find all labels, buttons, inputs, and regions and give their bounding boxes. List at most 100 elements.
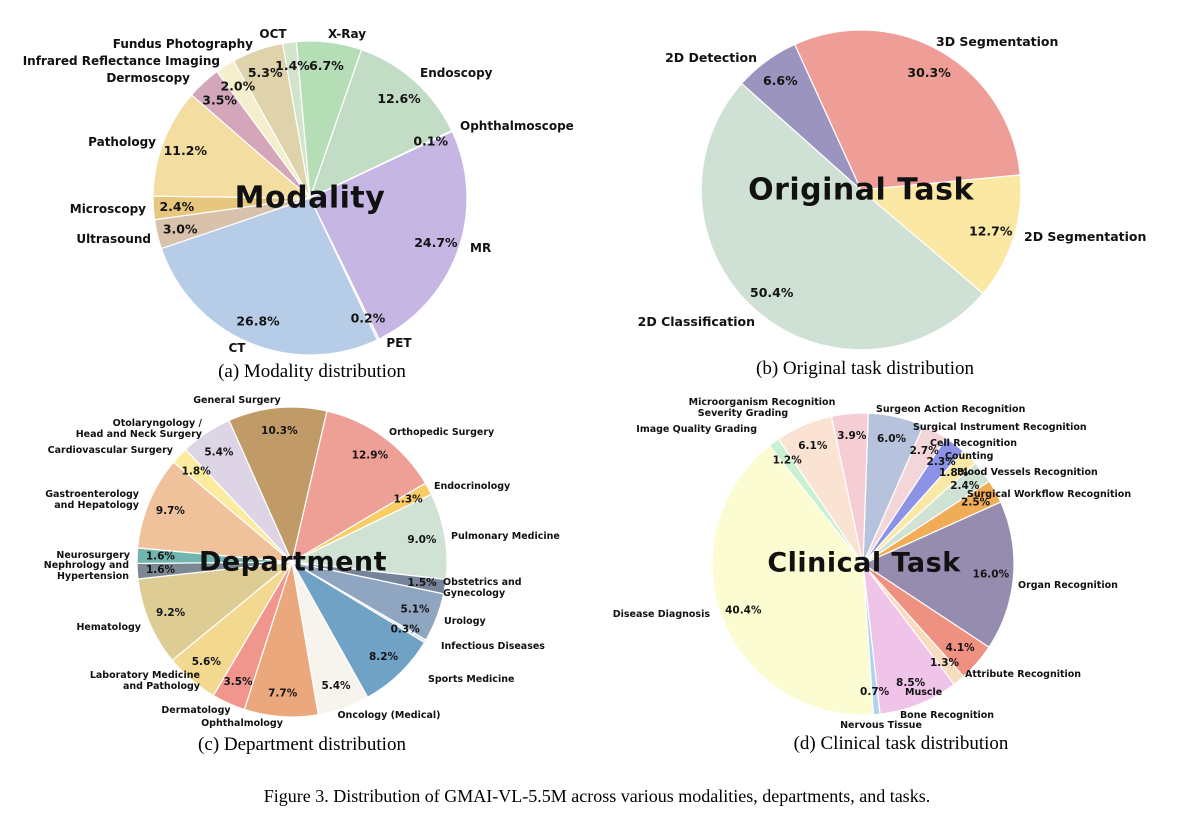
slice-original-task-0 xyxy=(794,29,1021,191)
pct-label-modality-9: 3.5% xyxy=(202,92,237,107)
category-label-clinical-task-13: Severity Grading xyxy=(698,408,788,419)
pie-department-labels: 10.3% General Surgery 12.9% Orthopedic Surg… xyxy=(44,395,560,729)
pie-modality-labels: 6.7% X-Ray 12.6% Endoscopy 0.1% Ophthalmoscop… xyxy=(23,27,574,355)
pct-label-department-14: 1.6% xyxy=(146,551,176,563)
slice-department-0 xyxy=(228,406,328,563)
category-label-clinical-task-0: Surgeon Action Recognition xyxy=(876,404,1026,415)
pct-label-clinical-task-2: 2.3% xyxy=(927,456,957,468)
category-label-clinical-task-11: Disease Diagnosis xyxy=(613,609,711,620)
pct-label-modality-3: 24.7% xyxy=(414,235,458,250)
pct-label-modality-0: 6.7% xyxy=(309,58,344,73)
pct-label-clinical-task-13: 6.1% xyxy=(798,440,828,452)
pct-label-department-4: 1.5% xyxy=(408,577,438,589)
pct-label-modality-10: 2.0% xyxy=(220,78,255,93)
slice-department-12 xyxy=(137,561,293,661)
subcaption-b: (b) Original task distribution xyxy=(756,358,974,379)
pct-label-modality-4: 0.2% xyxy=(351,311,386,326)
category-label-department-3: Pulmonary Medicine xyxy=(451,531,560,542)
subcaption-a: (a) Modality distribution xyxy=(218,361,406,382)
pct-label-original-task-1: 12.7% xyxy=(969,223,1013,238)
category-label-clinical-task-12: Image Quality Grading xyxy=(636,424,757,435)
pct-label-clinical-task-10: 0.7% xyxy=(860,686,890,698)
category-label-department-6: Infectious Diseases xyxy=(441,641,545,652)
category-label-clinical-task-6: Organ Recognition xyxy=(1018,580,1118,591)
category-label-department-17: Otolaryngology / Head and Neck Surgery xyxy=(76,418,203,440)
pct-label-original-task-0: 30.3% xyxy=(907,65,951,80)
category-label-department-12: Hematology xyxy=(76,622,141,633)
pct-label-department-8: 5.4% xyxy=(321,680,351,692)
figure-caption: Figure 3. Distribution of GMAI-VL-5.5M a… xyxy=(263,786,931,806)
slice-department-15 xyxy=(137,461,293,563)
pie-clinical-task xyxy=(711,412,1015,716)
pct-label-clinical-task-14: 3.9% xyxy=(837,430,867,442)
pct-label-clinical-task-0: 6.0% xyxy=(877,433,907,445)
category-label-modality-5: CT xyxy=(229,341,247,355)
category-label-department-2: Endocrinology xyxy=(434,481,511,492)
pct-label-modality-2: 0.1% xyxy=(413,134,448,149)
slice-modality-12 xyxy=(282,41,311,199)
category-label-modality-11: Fundus Photography xyxy=(113,37,253,51)
category-label-modality-6: Ultrasound xyxy=(76,232,151,246)
category-label-department-11: Laboratory Medicine and Pathology xyxy=(90,670,201,692)
pct-label-modality-6: 3.0% xyxy=(163,221,198,236)
pct-label-clinical-task-9: 8.5% xyxy=(896,677,926,689)
category-label-modality-7: Microscopy xyxy=(70,202,146,216)
chart-title-modality: Modality xyxy=(234,180,386,216)
category-label-clinical-task-1: Surgical Instrument Recognition xyxy=(913,422,1087,433)
category-label-original-task-3: 2D Detection xyxy=(665,50,757,65)
pct-label-original-task-3: 6.6% xyxy=(763,73,798,88)
category-label-modality-10: Infrared Reflectance Imaging xyxy=(23,54,220,68)
slice-original-task-3 xyxy=(741,43,862,191)
category-label-clinical-task-10: Nervous Tissue xyxy=(840,720,922,731)
pct-label-modality-11: 5.3% xyxy=(248,65,283,80)
category-label-modality-3: MR xyxy=(470,241,491,255)
slice-department-17 xyxy=(184,419,293,563)
slice-clinical-task-6 xyxy=(862,501,1015,648)
category-label-clinical-task-4: Blood Vessels Recognition xyxy=(957,467,1098,478)
category-label-modality-4: PET xyxy=(386,336,412,350)
category-label-modality-9: Dermoscopy xyxy=(106,71,190,85)
category-label-clinical-task-8: Muscle xyxy=(905,687,942,698)
pct-label-department-5: 5.1% xyxy=(400,603,430,615)
slice-department-1 xyxy=(291,410,427,563)
pct-label-department-16: 1.8% xyxy=(182,466,212,478)
pct-label-original-task-2: 50.4% xyxy=(750,285,794,300)
pct-label-clinical-task-7: 4.1% xyxy=(946,642,976,654)
pct-label-modality-5: 26.8% xyxy=(236,313,280,328)
category-label-department-16: Cardiovascular Surgery xyxy=(48,445,174,456)
pct-label-clinical-task-11: 40.4% xyxy=(725,604,762,616)
category-label-department-7: Sports Medicine xyxy=(428,674,514,685)
pct-label-department-2: 1.3% xyxy=(394,494,424,506)
chart-title-original-task: Original Task xyxy=(748,172,974,208)
pct-label-department-9: 7.7% xyxy=(268,687,298,699)
pie-original-task xyxy=(700,29,1022,351)
category-label-clinical-task-5: Surgical Workflow Recognition xyxy=(967,489,1131,500)
category-label-original-task-1: 2D Segmentation xyxy=(1024,229,1146,244)
category-label-department-13: Nephrology and Hypertension xyxy=(44,560,129,582)
pct-label-department-1: 12.9% xyxy=(352,450,389,462)
pct-label-department-13: 1.6% xyxy=(146,564,176,576)
pie-clinical-task-labels: 6.0% Surgeon Action Recognition 2.7% Surgic… xyxy=(613,397,1132,731)
category-label-department-8: Oncology (Medical) xyxy=(337,710,440,721)
pct-label-department-11: 5.6% xyxy=(192,656,222,668)
category-label-department-9: Ophthalmology xyxy=(201,718,284,729)
category-label-modality-0: X-Ray xyxy=(328,27,366,41)
category-label-clinical-task-9: Bone Recognition xyxy=(900,710,994,721)
pct-label-department-15: 9.7% xyxy=(156,505,186,517)
category-label-modality-2: Ophthalmoscope xyxy=(460,119,574,133)
slice-modality-8 xyxy=(152,94,311,199)
category-label-department-1: Orthopedic Surgery xyxy=(389,427,495,438)
slice-modality-5 xyxy=(160,197,378,356)
category-label-department-15: Gastroenterology and Hepatology xyxy=(45,489,140,511)
pct-label-department-12: 9.2% xyxy=(156,607,186,619)
chart-title-department: Department xyxy=(198,546,388,578)
category-label-clinical-task-14: Microorganism Recognition xyxy=(689,397,836,408)
category-label-department-4: Obstetrics and Gynecology xyxy=(443,577,522,599)
category-label-original-task-0: 3D Segmentation xyxy=(936,34,1058,49)
pie-department xyxy=(136,406,448,718)
pct-label-department-6: 0.3% xyxy=(391,623,421,635)
category-label-clinical-task-2: Cell Recognition xyxy=(930,438,1017,449)
chart-title-clinical-task: Clinical Task xyxy=(767,547,961,579)
